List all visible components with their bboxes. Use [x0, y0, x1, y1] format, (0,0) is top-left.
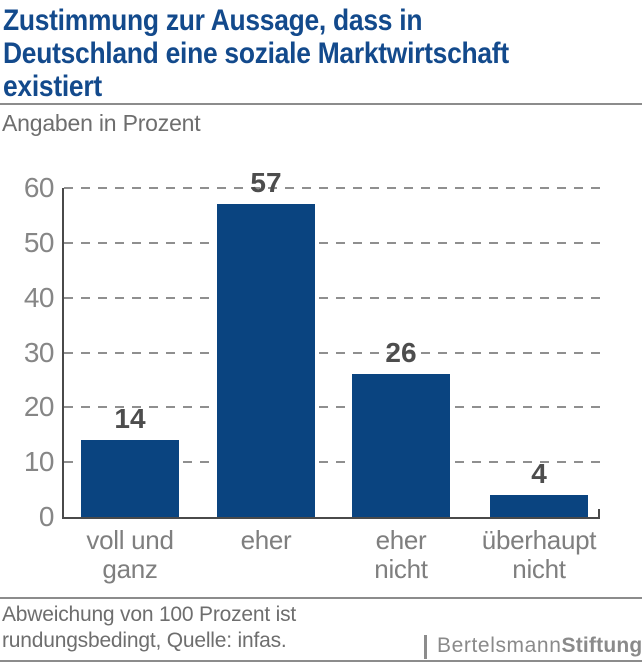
bar-category-label-line: nicht — [374, 554, 428, 584]
bar-category-label-3: überhaupt nicht — [459, 526, 619, 584]
bar-category-label-2: eher nicht — [321, 526, 481, 584]
bar-category-label-1: eher — [186, 526, 346, 555]
y-tick-label-50: 50 — [23, 226, 55, 258]
gridline-50 — [64, 241, 600, 244]
bar-category-label-0: voll und ganz — [50, 526, 210, 584]
logo-text-regular: Bertelsmann — [437, 634, 562, 657]
x-axis-line — [62, 517, 600, 519]
chart-title: Zustimmung zur Aussage, dass in Deutschl… — [3, 4, 619, 103]
chart-subtitle: Angaben in Prozent — [2, 110, 201, 136]
footer-divider — [0, 597, 642, 599]
y-tick-label-60: 60 — [23, 172, 55, 203]
bar-value-label-3: 4 — [531, 458, 547, 490]
x-axis-end-tick — [598, 509, 600, 517]
bar-value-label-1: 57 — [250, 167, 282, 199]
bertelsmann-stiftung-logo: BertelsmannStiftung — [424, 634, 642, 659]
y-tick-label-10: 10 — [23, 446, 55, 478]
bar-2 — [352, 374, 450, 517]
y-tick-label-20: 20 — [23, 391, 55, 423]
bottom-divider — [0, 660, 642, 662]
y-tick-label-30: 30 — [23, 336, 55, 368]
gridline-10 — [64, 461, 600, 464]
logo-vertical-bar-icon — [424, 635, 427, 659]
source-note-line-2: rundungsbedingt, Quelle: infas. — [2, 629, 287, 652]
bar-category-label-line: ganz — [102, 554, 158, 584]
bar-1 — [217, 204, 315, 517]
chart-title-line-2: Deutschland eine soziale Marktwirtschaft — [3, 37, 509, 70]
bar-3 — [490, 495, 588, 517]
bar-0 — [81, 440, 179, 517]
bar-category-label-line: eher — [240, 525, 292, 555]
y-tick-label-0: 0 — [38, 501, 55, 532]
bar-category-label-line: eher — [375, 525, 427, 555]
title-divider — [0, 103, 642, 105]
bar-value-label-2: 26 — [385, 337, 417, 369]
gridline-40 — [64, 296, 600, 299]
gridline-60 — [64, 187, 600, 189]
source-note-line-1: Abweichung von 100 Prozent ist — [2, 603, 297, 626]
y-axis-line — [62, 188, 64, 519]
chart-title-line-1: Zustimmung zur Aussage, dass in — [3, 4, 423, 37]
gridline-20 — [64, 406, 600, 409]
bar-category-label-line: voll und — [86, 525, 174, 555]
source-note: Abweichung von 100 Prozent ist rundungsb… — [2, 602, 422, 654]
logo-text-bold: Stiftung — [561, 634, 642, 657]
chart-title-line-3: existiert — [3, 70, 102, 103]
y-tick-label-40: 40 — [23, 281, 55, 313]
bar-category-label-line: nicht — [512, 554, 566, 584]
bar-value-label-0: 14 — [114, 403, 146, 435]
logo-text: BertelsmannStiftung — [437, 634, 642, 658]
bar-category-label-line: überhaupt — [481, 525, 597, 555]
gridline-30 — [64, 351, 600, 354]
